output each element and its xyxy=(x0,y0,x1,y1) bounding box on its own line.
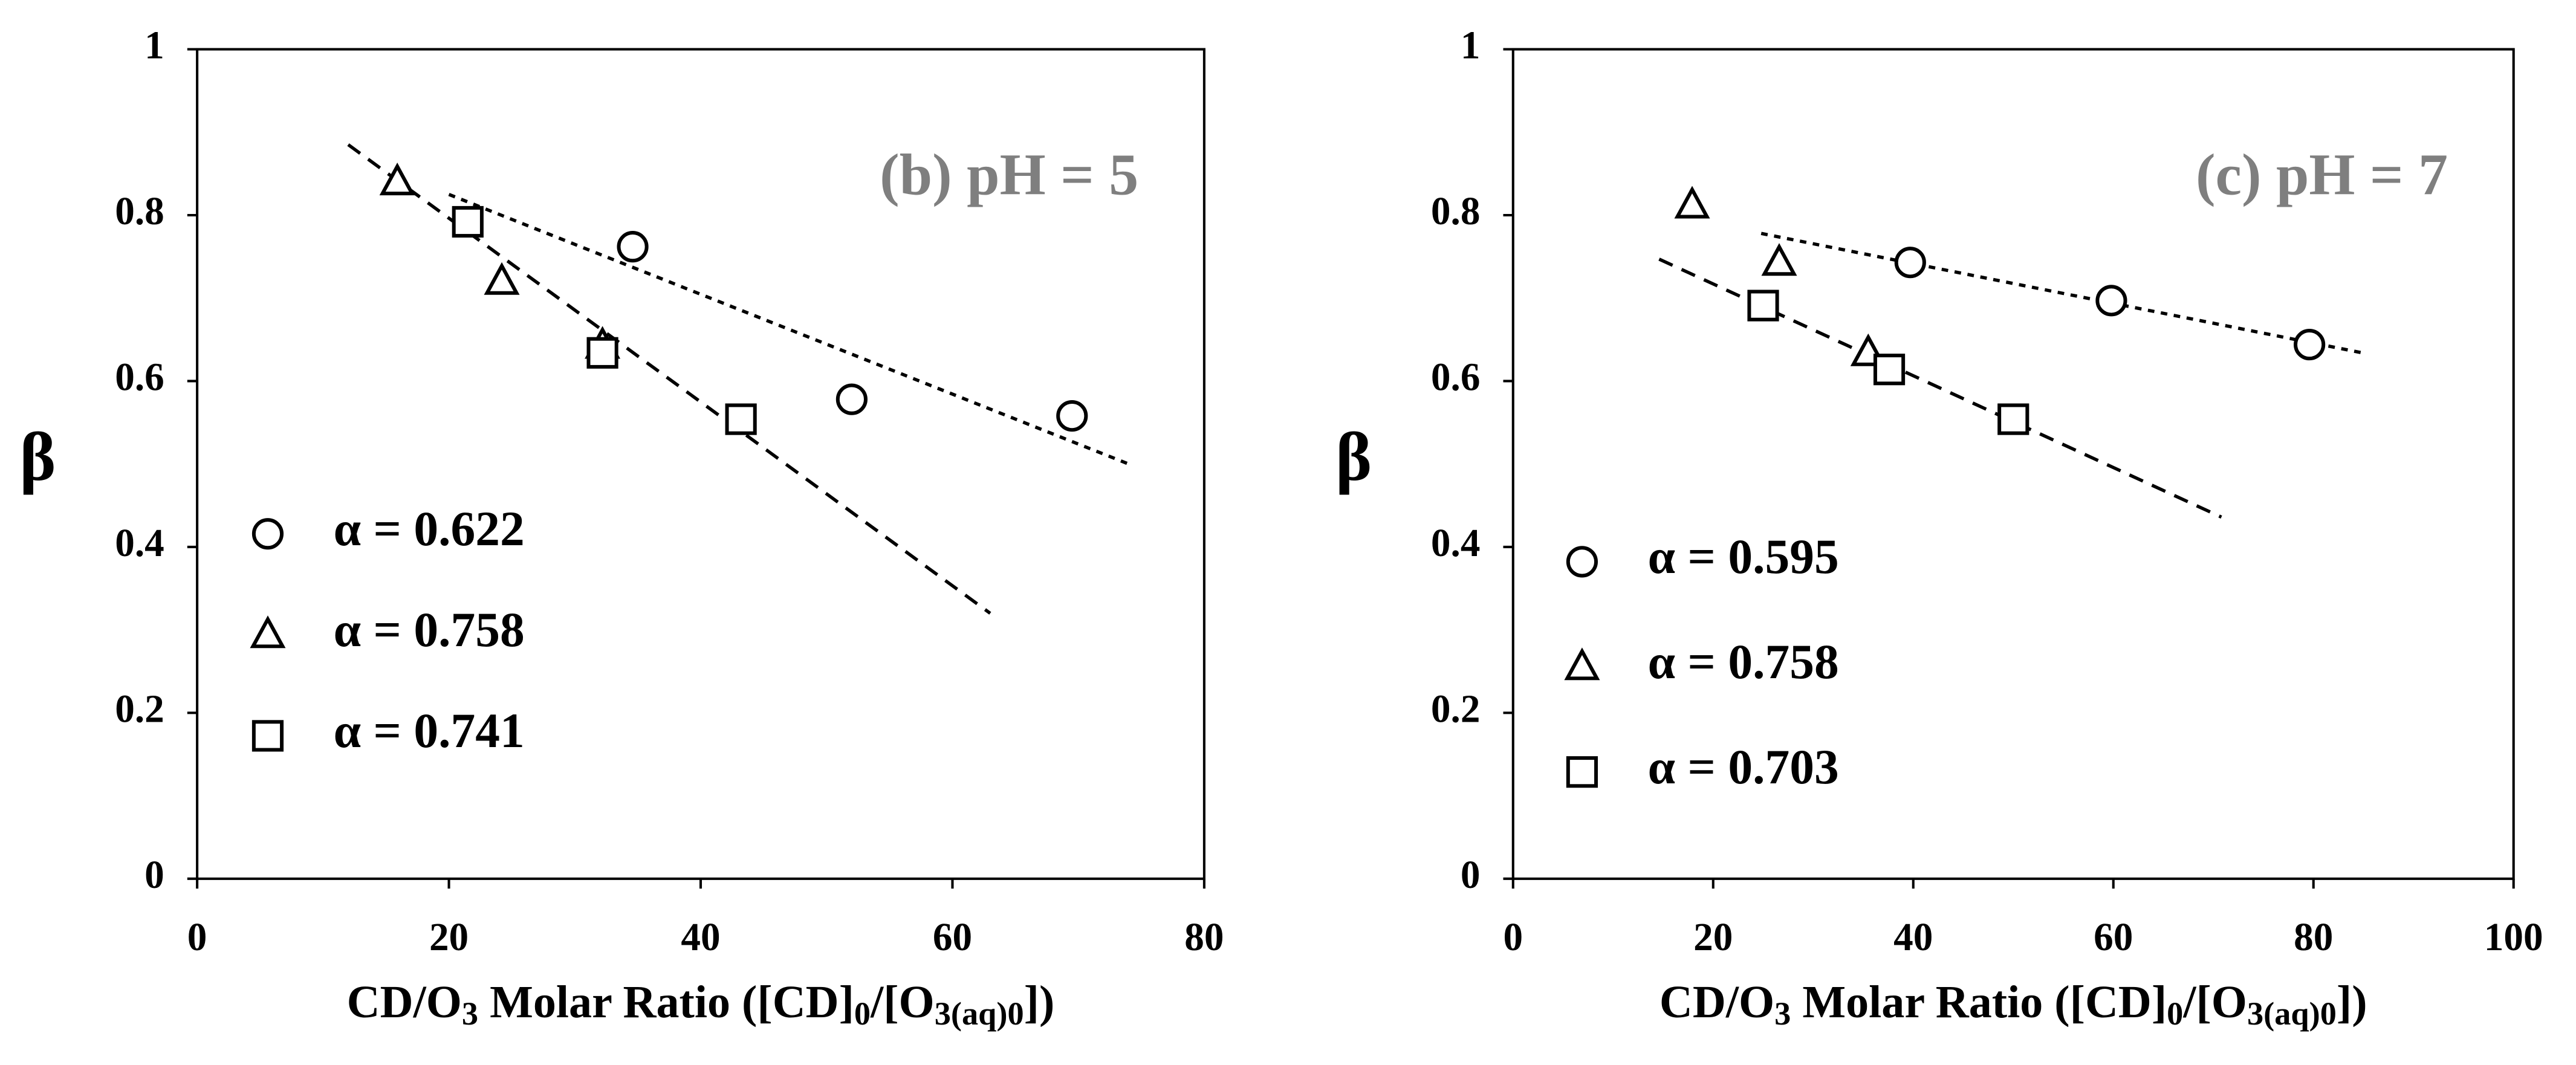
marker-square xyxy=(452,206,484,238)
x-tick-label: 20 xyxy=(1693,916,1733,959)
marker-triangle xyxy=(1564,647,1600,681)
y-tick-label: 0.2 xyxy=(115,687,164,731)
marker-square xyxy=(1997,403,2029,435)
x-axis-label: CD/O3 Molar Ratio ([CD]0/[O3(aq)0]) xyxy=(347,977,1055,1031)
marker-square xyxy=(251,720,284,752)
x-axis-label-part: CD/O xyxy=(347,977,462,1028)
plot-frame xyxy=(1511,48,2515,880)
y-tick-label: 0.8 xyxy=(115,190,164,233)
marker-square xyxy=(1747,290,1779,322)
marker-circle xyxy=(251,518,284,550)
legend-label: α = 0.622 xyxy=(334,501,525,556)
marker-triangle xyxy=(1761,243,1797,276)
x-axis-label-part: ]) xyxy=(1024,977,1055,1028)
x-tick-label: 80 xyxy=(1184,916,1224,959)
x-tick-label: 20 xyxy=(429,916,469,959)
x-axis-label-part: ]) xyxy=(2337,977,2367,1028)
marker-circle xyxy=(835,383,868,415)
legend-label: α = 0.758 xyxy=(334,602,525,657)
x-tick-label: 40 xyxy=(681,916,720,959)
marker-square xyxy=(1873,354,1906,386)
x-axis-label-part: 3 xyxy=(462,995,478,1031)
marker-circle xyxy=(617,231,649,263)
marker-square xyxy=(586,337,618,369)
x-axis-label-part: 3(aq)0 xyxy=(935,995,1024,1031)
marker-triangle xyxy=(1674,186,1710,219)
chart-panel: 0 0.2 0.4 0.6 0.8 1 0 20 40 60 80 100 β CD/O3 Molar R… xyxy=(1335,24,2543,1031)
marker-circle xyxy=(1894,247,1926,279)
y-tick-label: 0 xyxy=(144,853,164,897)
x-tick-label: 80 xyxy=(2294,916,2333,959)
y-tick-label: 1 xyxy=(1461,24,1481,67)
x-tick-label: 60 xyxy=(933,916,972,959)
marker-triangle xyxy=(250,615,286,649)
x-axis-label-part: 3(aq)0 xyxy=(2247,995,2337,1031)
marker-circle xyxy=(1566,546,1598,578)
x-axis-label-part: 0 xyxy=(2167,995,2183,1031)
marker-triangle xyxy=(379,163,415,196)
legend-label: α = 0.703 xyxy=(1648,739,1839,794)
y-tick-label: 0.2 xyxy=(1431,687,1481,731)
marker-square xyxy=(1566,756,1598,788)
y-tick-label: 0.6 xyxy=(115,355,164,399)
x-tick-label: 0 xyxy=(187,916,207,959)
x-tick-label: 100 xyxy=(2484,916,2543,959)
y-axis-label: β xyxy=(1335,418,1372,495)
marker-circle xyxy=(1056,400,1088,432)
legend-label: α = 0.758 xyxy=(1648,634,1839,689)
y-tick-label: 0 xyxy=(1461,853,1481,897)
y-tick-label: 0.4 xyxy=(1431,522,1481,565)
x-tick-label: 60 xyxy=(2094,916,2133,959)
trendline xyxy=(1658,257,2222,519)
marker-triangle xyxy=(484,262,520,295)
x-axis-label-part: 3 xyxy=(1774,995,1791,1031)
annotation: (c) pH = 7 xyxy=(2196,142,2448,207)
chart-panel: 0 0.2 0.4 0.6 0.8 1 0 20 40 60 80 β CD/O3 Molar Rati… xyxy=(19,24,1224,1031)
x-axis-label-part: /[O xyxy=(870,977,935,1028)
x-tick-label: 0 xyxy=(1503,916,1523,959)
x-axis-label-part: 0 xyxy=(854,995,871,1031)
legend-label: α = 0.595 xyxy=(1648,529,1839,584)
annotation: (b) pH = 5 xyxy=(880,142,1138,207)
marker-circle xyxy=(2294,328,2326,361)
y-tick-label: 0.4 xyxy=(115,522,164,565)
y-axis-label: β xyxy=(19,418,56,495)
x-axis-label-part: /[O xyxy=(2182,977,2247,1028)
legend-label: α = 0.741 xyxy=(334,703,525,758)
x-tick-label: 40 xyxy=(1893,916,1933,959)
x-axis-label: CD/O3 Molar Ratio ([CD]0/[O3(aq)0]) xyxy=(1659,977,2367,1031)
marker-circle xyxy=(2095,285,2127,317)
y-tick-label: 1 xyxy=(144,24,164,67)
marker-square xyxy=(725,403,757,435)
y-tick-label: 0.6 xyxy=(1431,355,1481,399)
x-axis-label-part: Molar Ratio ([CD] xyxy=(1791,977,2167,1028)
y-tick-label: 0.8 xyxy=(1431,190,1481,233)
x-axis-label-part: CD/O xyxy=(1659,977,1774,1028)
trendline xyxy=(448,193,1129,466)
x-axis-label-part: Molar Ratio ([CD] xyxy=(478,977,854,1028)
trendline xyxy=(1760,231,2363,355)
